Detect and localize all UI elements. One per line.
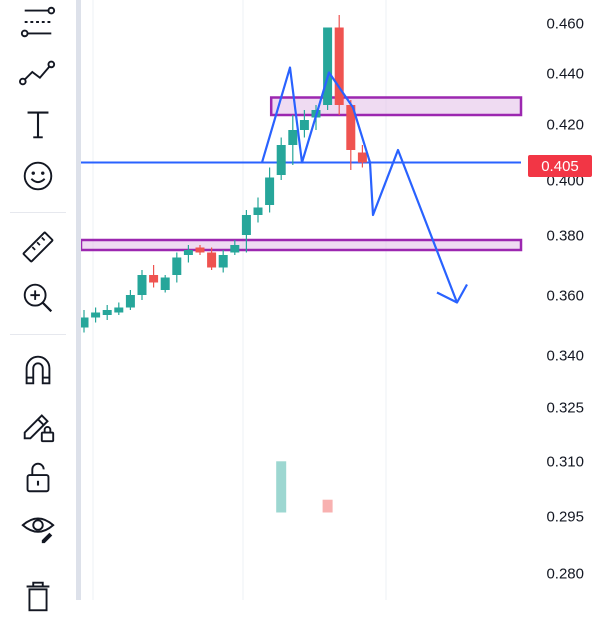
candle-body bbox=[183, 250, 193, 255]
drawing-toolbar bbox=[0, 0, 76, 612]
emoji-icon[interactable] bbox=[14, 154, 62, 198]
candle-body bbox=[172, 257, 182, 275]
fib-retracement-icon-glyph bbox=[20, 6, 56, 38]
candle-body bbox=[81, 317, 89, 328]
price-axis-label: 0.280 bbox=[546, 565, 584, 583]
price-axis-label: 0.360 bbox=[546, 287, 584, 305]
candle-body bbox=[102, 310, 112, 315]
price-axis-label: 0.440 bbox=[546, 65, 584, 83]
trash-icon-glyph bbox=[26, 581, 50, 612]
toolbar-edge bbox=[76, 0, 81, 600]
chart-area[interactable]: 0.460 0.440 0.420 0.400 0.380 0.360 0.34… bbox=[81, 0, 600, 600]
unlock-icon[interactable] bbox=[14, 455, 62, 499]
candle-body bbox=[276, 145, 286, 175]
candle-body bbox=[195, 247, 205, 253]
candle-body bbox=[160, 277, 170, 290]
zoom-in-icon[interactable] bbox=[14, 276, 62, 320]
candle-body bbox=[299, 120, 309, 130]
candle-body bbox=[125, 295, 135, 308]
unlock-icon-glyph bbox=[26, 462, 50, 493]
price-axis-label: 0.460 bbox=[546, 15, 584, 33]
candle-body bbox=[346, 105, 356, 150]
price-axis-label: 0.380 bbox=[546, 227, 584, 245]
price-axis-label: 0.325 bbox=[546, 399, 584, 417]
candle-body bbox=[288, 130, 298, 145]
supply-demand-zone bbox=[81, 238, 523, 252]
chart-canvas[interactable] bbox=[81, 0, 600, 600]
toolbar-divider bbox=[10, 334, 66, 335]
eye-icon[interactable] bbox=[14, 505, 62, 549]
lock-pencil-icon-glyph bbox=[23, 414, 55, 443]
candle-body bbox=[207, 252, 217, 268]
candle-body bbox=[218, 255, 228, 268]
toolbar-divider bbox=[10, 212, 66, 213]
volume-bar bbox=[322, 499, 333, 513]
candle-body bbox=[91, 312, 101, 318]
price-axis-label: 0.310 bbox=[546, 453, 584, 471]
trash-icon[interactable] bbox=[14, 574, 62, 618]
ruler-icon-glyph bbox=[22, 231, 54, 263]
candle-body bbox=[265, 177, 275, 205]
fib-retracement-icon[interactable] bbox=[14, 0, 62, 44]
candle-body bbox=[334, 27, 344, 105]
trend-line-icon-glyph bbox=[19, 60, 56, 86]
ruler-icon[interactable] bbox=[14, 225, 62, 269]
current-price-badge: 0.405 bbox=[528, 155, 592, 177]
projection-path-line bbox=[260, 66, 459, 303]
price-axis-label: 0.295 bbox=[546, 508, 584, 526]
volume-bar bbox=[276, 461, 287, 513]
supply-demand-zone bbox=[269, 96, 523, 117]
candle-body bbox=[114, 307, 124, 313]
candle-body bbox=[357, 152, 367, 163]
magnet-icon[interactable] bbox=[14, 348, 62, 392]
projection-arrowhead bbox=[436, 283, 468, 304]
candle-body bbox=[241, 215, 251, 235]
candle-body bbox=[230, 245, 240, 253]
trend-line-icon[interactable] bbox=[14, 50, 62, 94]
candle-body bbox=[137, 275, 147, 295]
price-axis-label: 0.420 bbox=[546, 116, 584, 134]
eye-icon-glyph bbox=[21, 517, 55, 544]
emoji-icon-glyph bbox=[23, 161, 53, 191]
magnet-icon-glyph bbox=[25, 355, 51, 385]
candle-body bbox=[149, 275, 159, 283]
lock-pencil-icon[interactable] bbox=[14, 403, 62, 447]
zoom-in-icon-glyph bbox=[23, 283, 53, 313]
text-tool-icon[interactable] bbox=[14, 102, 62, 146]
candle-body bbox=[323, 27, 333, 105]
candle-body bbox=[253, 207, 263, 215]
text-tool-icon-glyph bbox=[27, 111, 49, 139]
price-axis-label: 0.340 bbox=[546, 347, 584, 365]
